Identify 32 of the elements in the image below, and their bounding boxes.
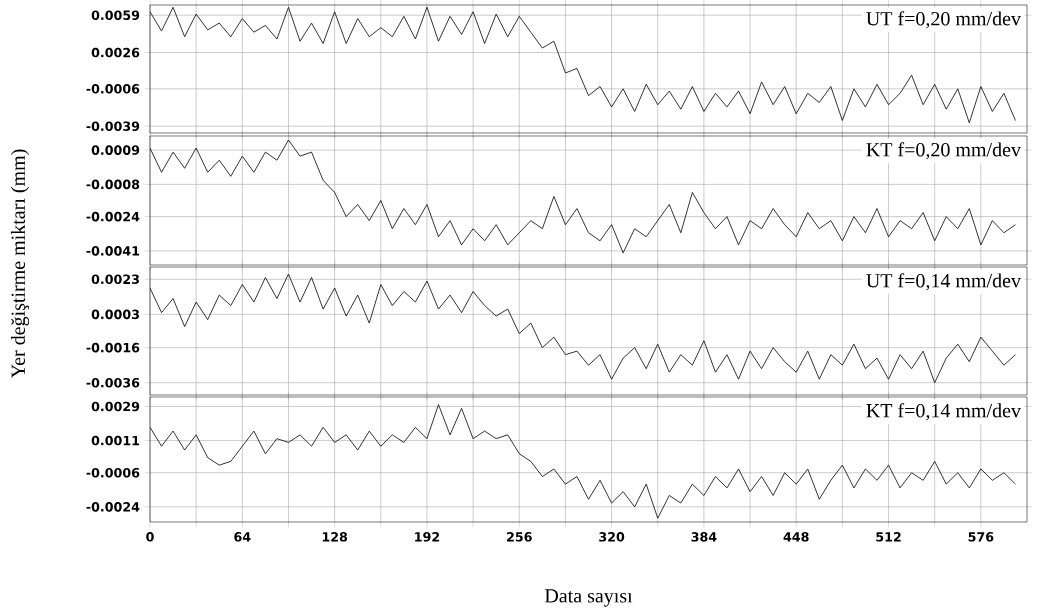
x-tick-label: 256 (507, 532, 532, 542)
x-tick-label: 384 (691, 532, 717, 542)
y-tick-label: -0.0039 (86, 121, 140, 131)
y-axis-title: Yer değiştirme miktarı (mm) (10, 149, 30, 379)
y-tick-label: 0.0009 (91, 145, 140, 155)
chart-title: KT f=0,20 mm/dev (866, 142, 1021, 160)
y-tick-label: 0.0023 (91, 274, 139, 285)
y-tick-label: -0.0036 (86, 377, 140, 388)
y-tick-label: 0.0011 (91, 435, 140, 446)
y-tick-label: -0.0024 (86, 211, 140, 222)
x-axis-title: Data sayısı (544, 589, 633, 607)
y-tick-label: -0.0024 (86, 502, 140, 512)
x-tick-label: 0 (146, 532, 154, 542)
x-tick-label: 512 (876, 532, 901, 542)
chart-title: UT f=0,14 mm/dev (866, 273, 1021, 291)
chart-title: UT f=0,20 mm/dev (866, 11, 1021, 29)
x-tick-label: 576 (968, 532, 994, 542)
x-tick-label: 192 (415, 532, 440, 542)
x-tick-label: 128 (322, 532, 348, 542)
y-tick-label: 0.0026 (91, 47, 140, 58)
chart-title: KT f=0,14 mm/dev (866, 403, 1021, 421)
y-tick-label: -0.0008 (86, 179, 140, 190)
y-tick-label: -0.0006 (86, 84, 140, 94)
y-tick-label: -0.0006 (86, 467, 140, 478)
x-tick-label: 320 (599, 532, 625, 542)
x-tick-label: 448 (783, 532, 809, 542)
y-tick-label: 0.0029 (91, 401, 140, 412)
x-tick-label: 64 (234, 532, 251, 542)
y-tick-label: -0.0041 (86, 246, 140, 256)
y-tick-label: -0.0016 (86, 342, 140, 353)
y-tick-label: 0.0059 (91, 10, 140, 20)
y-tick-label: 0.0003 (91, 309, 139, 320)
